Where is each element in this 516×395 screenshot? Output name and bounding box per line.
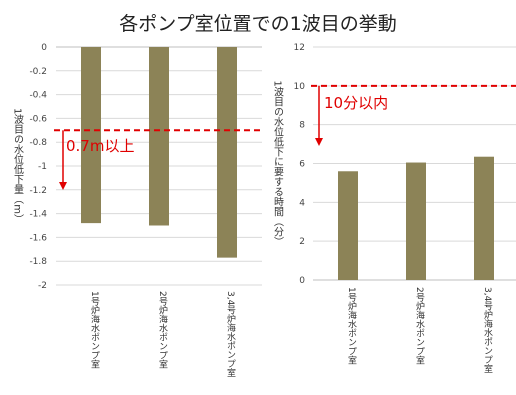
y-tick-label: -0.8 xyxy=(29,138,47,148)
y-tick-label: -1.8 xyxy=(29,257,47,267)
bar-3 xyxy=(217,47,237,258)
y-tick-label: 0 xyxy=(41,43,47,53)
bar-3 xyxy=(474,156,494,280)
y-tick-label: 10 xyxy=(294,82,306,92)
threshold-annotation: 0.7m以上 xyxy=(66,137,134,155)
bar-1 xyxy=(338,171,358,280)
bar-2 xyxy=(149,47,169,226)
y-axis-label: 1波目の水位低下量（m） xyxy=(12,108,24,224)
y-tick-label: -0.6 xyxy=(29,114,47,124)
page-title: 各ポンプ室位置での1波目の挙動 xyxy=(119,13,397,35)
category-label: 3,4号炉海水ポンプ室 xyxy=(482,287,493,373)
y-tick-label: -1.6 xyxy=(29,233,47,243)
y-tick-label: -1.2 xyxy=(29,186,47,196)
category-label: 2号炉海水ポンプ室 xyxy=(157,291,168,369)
right-chart-panel: 0 2 4 6 8 10 12 1号炉海水ポンプ室 2号炉海水ポンプ室 3,4号炉海水ポンプ室 1波… xyxy=(272,43,516,373)
y-tick-label: -0.2 xyxy=(29,67,47,77)
y-tick-label: 6 xyxy=(299,160,305,170)
threshold-annotation: 10分以内 xyxy=(324,94,388,112)
bar-2 xyxy=(406,162,426,280)
category-label: 3,4号炉海水ポンプ室 xyxy=(225,291,236,377)
category-label: 1号炉海水ポンプ室 xyxy=(89,291,100,369)
y-axis-label: 1波目の水位低下に要する時間（分） xyxy=(272,80,284,246)
category-label: 2号炉海水ポンプ室 xyxy=(414,287,425,365)
y-tick-label: 2 xyxy=(299,237,305,247)
y-tick-label: -0.4 xyxy=(29,91,47,101)
y-tick-label: -1 xyxy=(38,162,47,172)
y-tick-label: 4 xyxy=(299,198,305,208)
y-tick-label: -1.4 xyxy=(29,210,47,220)
category-label: 1号炉海水ポンプ室 xyxy=(346,287,357,365)
left-chart-panel: 0 -0.2 -0.4 -0.6 -0.8 -1 -1.2 -1.4 -1.6 -1.8 -2 1号炉… xyxy=(12,43,262,377)
bar-1 xyxy=(81,47,101,224)
y-tick-label: 12 xyxy=(294,43,305,53)
y-tick-label: -2 xyxy=(38,281,47,291)
y-tick-label: 8 xyxy=(299,121,305,131)
y-tick-label: 0 xyxy=(299,276,305,286)
